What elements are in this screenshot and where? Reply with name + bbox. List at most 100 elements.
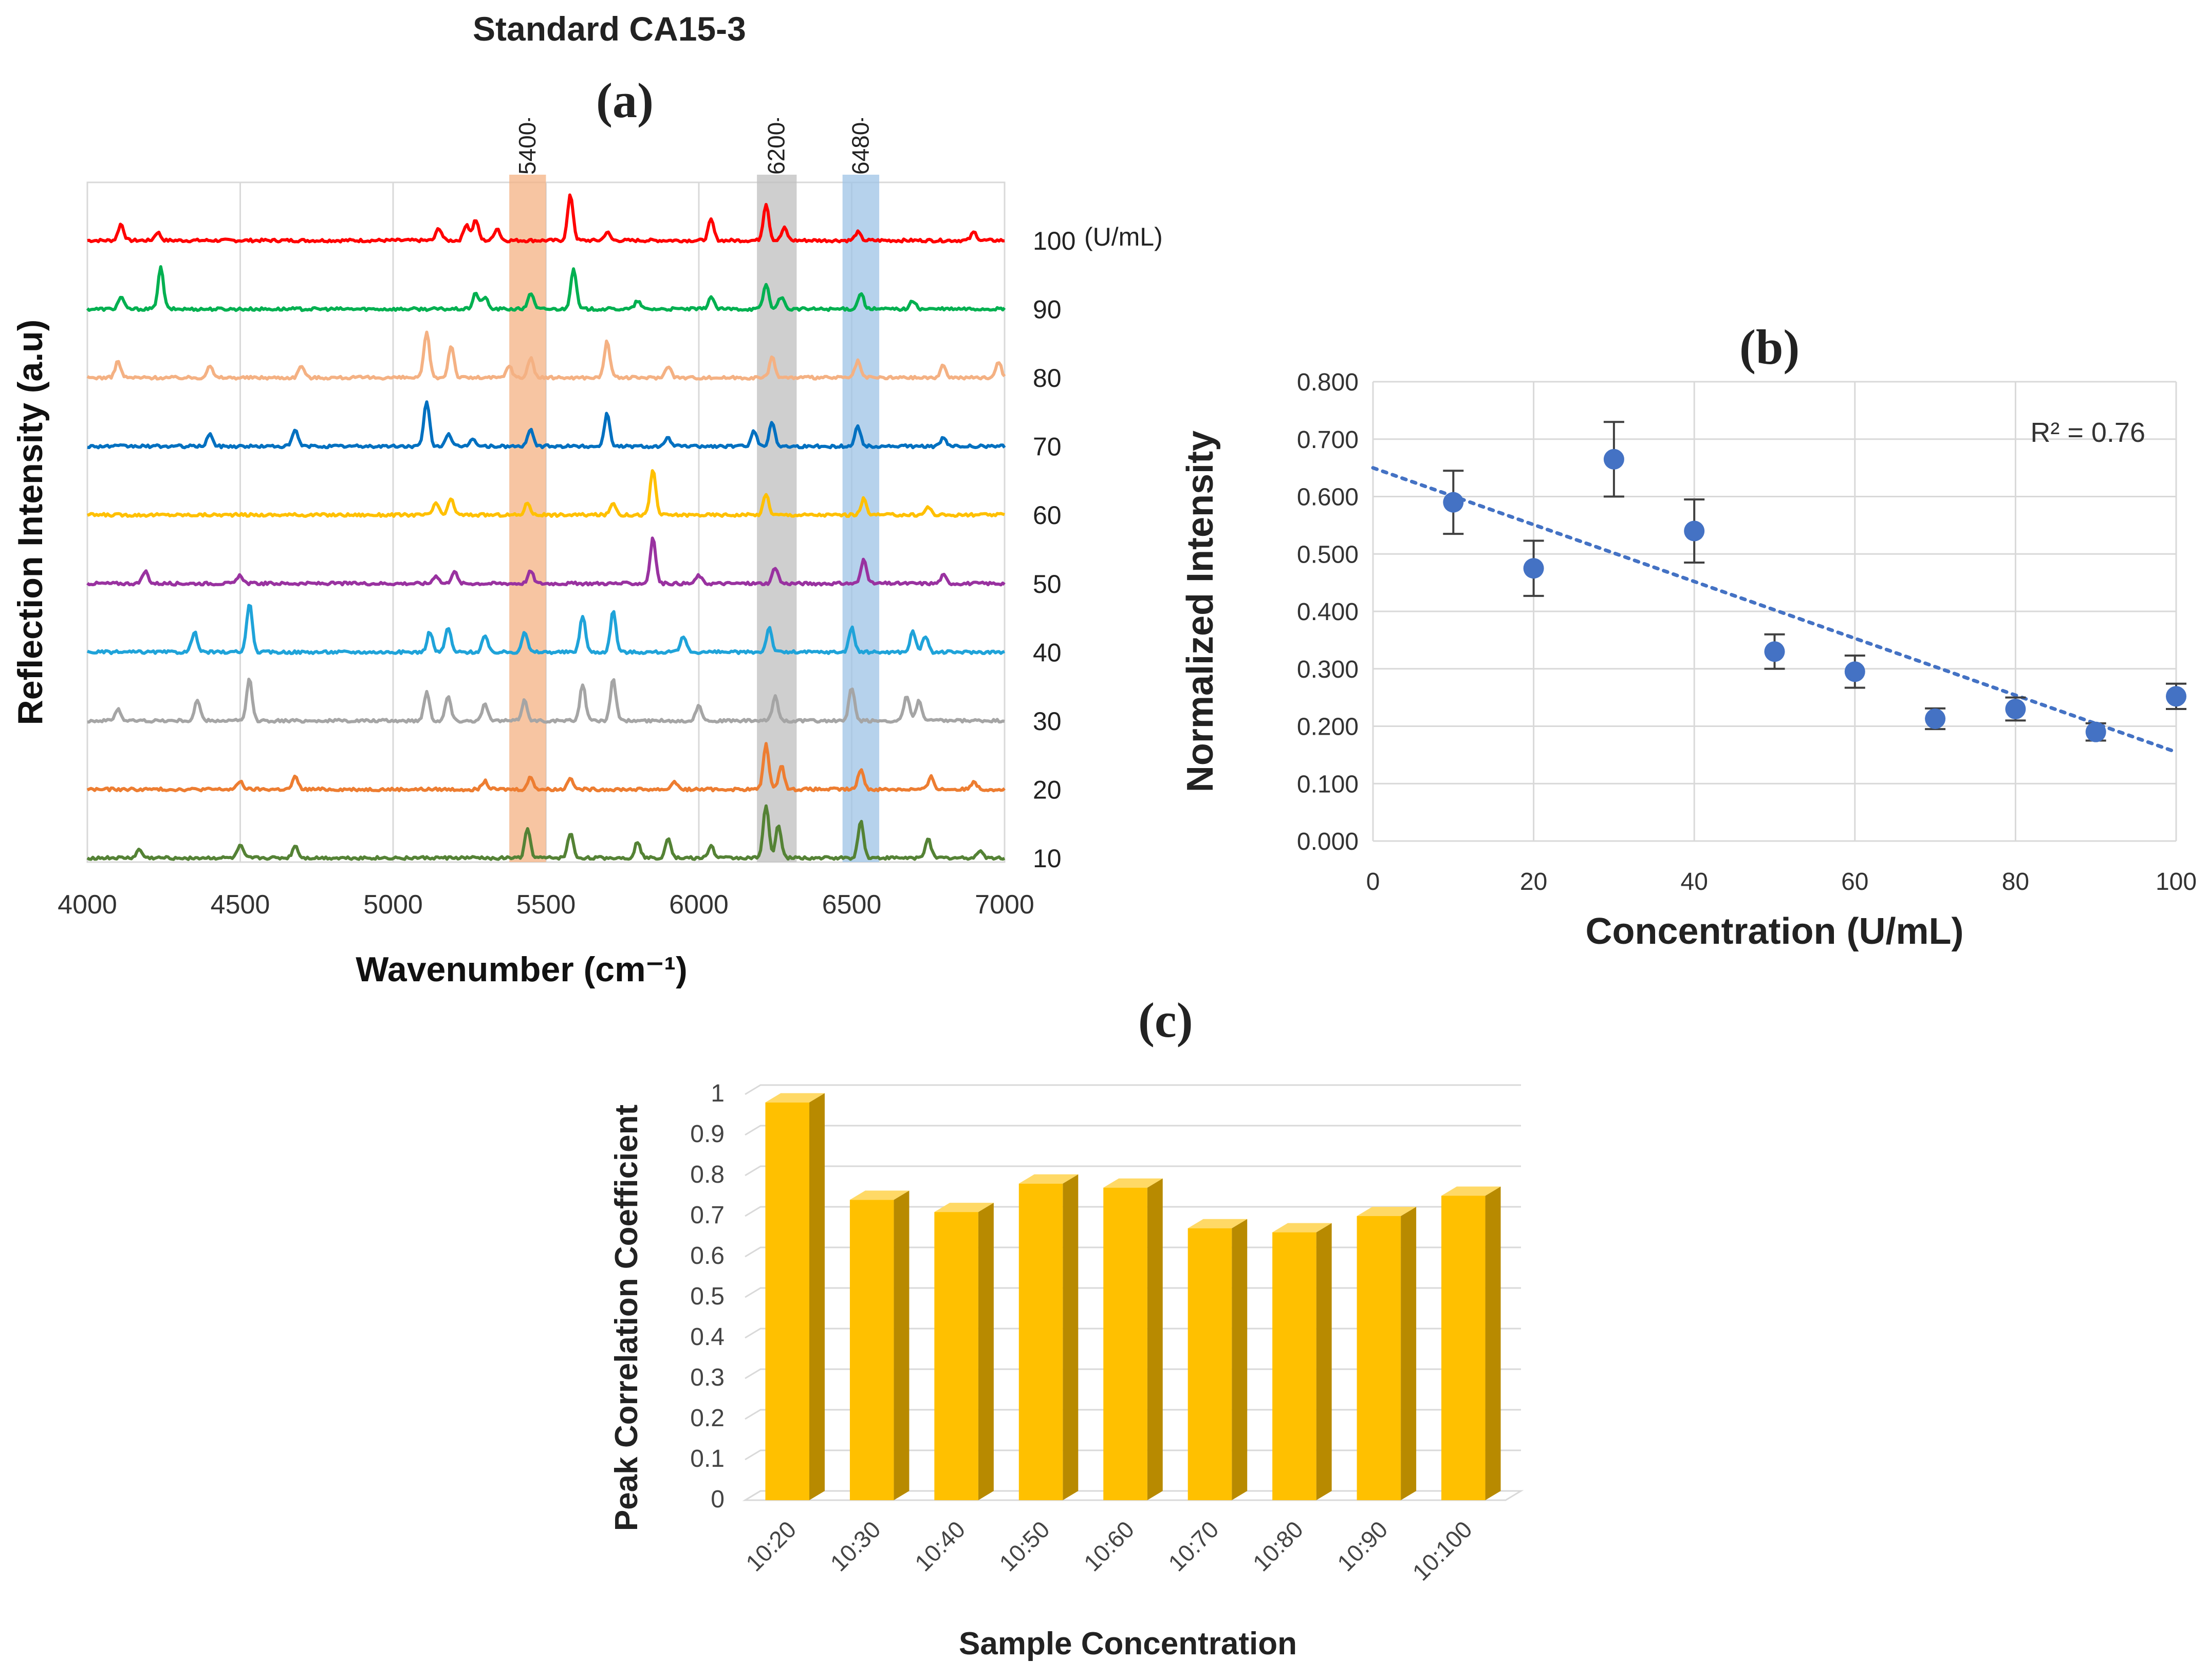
- x-tick-label: 6000: [669, 890, 729, 920]
- data-point: [1603, 449, 1624, 470]
- bar-top: [1018, 1174, 1079, 1184]
- y-tick-label: 1: [711, 1080, 725, 1107]
- bar: [1188, 1228, 1232, 1500]
- trendline: [1371, 466, 2178, 754]
- gridline: [745, 1165, 1521, 1177]
- bar: [849, 1200, 894, 1500]
- series-label-100: 100: [1033, 227, 1075, 255]
- bar-side: [1063, 1174, 1079, 1500]
- chart-floor: [742, 1490, 1524, 1501]
- y-tick-label: 0: [711, 1486, 725, 1513]
- gridline: [745, 1125, 1521, 1136]
- bar: [1441, 1196, 1486, 1500]
- correlation-bar-chart: 0 0.1 0.2 0.3 0.4 0.5 0.6 0.7 0.8 0.9 1 10:20 10:30 1…: [609, 1080, 1524, 1662]
- bar-top: [1272, 1223, 1332, 1233]
- series-label-90: 90: [1033, 295, 1062, 324]
- spectrum-line-10: [86, 804, 1006, 861]
- spectrum-line-30: [87, 678, 1005, 724]
- gridline: [745, 1246, 1521, 1258]
- spectrum-line-50: [86, 536, 1006, 587]
- bar-top: [1103, 1178, 1163, 1188]
- bar-side: [894, 1190, 910, 1500]
- x-tick-label: 10:70: [1163, 1516, 1223, 1576]
- gridline: [745, 1449, 1521, 1461]
- y-tick-label: 0.9: [690, 1121, 725, 1148]
- y-tick-label: 0.000: [1297, 828, 1359, 855]
- bar-top: [934, 1203, 994, 1212]
- bar-side: [1401, 1207, 1417, 1500]
- bar-top: [765, 1093, 825, 1103]
- spectrum-line-100: [87, 193, 1005, 244]
- data-point: [1443, 492, 1464, 513]
- x-tick-label: 10:20: [740, 1516, 801, 1576]
- bar: [1103, 1187, 1147, 1500]
- y-tick-label: 0.7: [690, 1202, 725, 1229]
- bar: [934, 1212, 978, 1500]
- series-label-10: 10: [1033, 844, 1062, 873]
- y-tick-label: 0.100: [1297, 771, 1359, 798]
- x-tick-label: 100: [2156, 868, 2197, 895]
- series-label-70: 70: [1033, 433, 1062, 461]
- x-tick-label: 0: [1366, 868, 1380, 895]
- bar-side: [1147, 1178, 1163, 1500]
- bar-side: [978, 1203, 994, 1500]
- spectra-chart: 4000 4500 5000 5500 6000 6500 7000 5400-5500 620…: [11, 118, 1163, 989]
- bar-top: [1441, 1186, 1501, 1196]
- y-tick-label: 0.1: [690, 1445, 725, 1472]
- gridline: [745, 1409, 1521, 1420]
- data-point: [2005, 698, 2026, 719]
- bar-side: [1485, 1186, 1501, 1500]
- highlight-band: [842, 175, 880, 862]
- series-label-60: 60: [1033, 501, 1062, 530]
- y-tick-label: 0.5: [690, 1283, 725, 1310]
- spectrum-line-90: [86, 265, 1006, 312]
- y-axis-title: Peak Correlation Coefficient: [609, 1105, 644, 1531]
- y-tick-label: 0.300: [1297, 656, 1359, 683]
- data-point: [1844, 661, 1865, 682]
- series-unit-label: (U/mL): [1084, 222, 1163, 251]
- data-point: [1925, 708, 1946, 729]
- data-point: [1764, 641, 1785, 662]
- panel-label-c: (c): [1138, 993, 1193, 1048]
- gridline: [745, 1287, 1521, 1298]
- bar-side: [1316, 1223, 1332, 1500]
- series-label-20: 20: [1033, 775, 1062, 804]
- x-tick-label: 10:60: [1079, 1516, 1139, 1576]
- bar: [1272, 1232, 1316, 1500]
- gridline: [745, 1206, 1521, 1217]
- band-label: 5400-5500: [514, 118, 541, 175]
- y-tick-label: 0.6: [690, 1242, 725, 1270]
- spectrum-line-80: [86, 330, 1006, 381]
- y-tick-label: 0.8: [690, 1161, 725, 1188]
- x-tick-label: 40: [1681, 868, 1708, 895]
- bar-top: [1188, 1219, 1248, 1228]
- y-axis-title: Reflection Intensity (a.u): [11, 320, 50, 725]
- series-label-30: 30: [1033, 707, 1062, 736]
- data-point: [1523, 558, 1544, 579]
- bar: [1018, 1183, 1063, 1500]
- bar-top: [849, 1190, 910, 1200]
- x-tick-label: 10:100: [1407, 1516, 1477, 1585]
- x-axis-title: Concentration (U/mL): [1586, 911, 1964, 952]
- x-tick-label: 10:90: [1332, 1516, 1393, 1576]
- x-tick-label: 6500: [822, 890, 882, 920]
- spectrum-line-40: [86, 604, 1005, 656]
- concentration-scatter-chart: 0.000 0.100 0.200 0.300 0.400 0.500 0.600 0.700…: [1180, 369, 2197, 952]
- x-tick-label: 4500: [211, 890, 270, 920]
- band-label: 6200-6300: [763, 118, 790, 175]
- y-tick-label: 0.3: [690, 1364, 725, 1391]
- y-tick-label: 0.2: [690, 1405, 725, 1432]
- data-point: [2085, 721, 2106, 742]
- x-axis-title: Wavenumber (cm⁻¹): [356, 950, 687, 989]
- y-tick-label: 0.700: [1297, 426, 1359, 454]
- bar-top: [1357, 1207, 1417, 1216]
- spectrum-line-20: [86, 742, 1006, 793]
- x-tick-label: 10:30: [825, 1516, 886, 1576]
- panel-label-b: (b): [1739, 320, 1800, 375]
- x-tick-label: 5000: [363, 890, 423, 920]
- bar-side: [1232, 1219, 1248, 1500]
- x-axis-title: Sample Concentration: [959, 1626, 1297, 1662]
- x-tick-label: 20: [1520, 868, 1547, 895]
- x-tick-label: 60: [1841, 868, 1868, 895]
- r-squared-annotation: R² = 0.76: [2030, 417, 2145, 448]
